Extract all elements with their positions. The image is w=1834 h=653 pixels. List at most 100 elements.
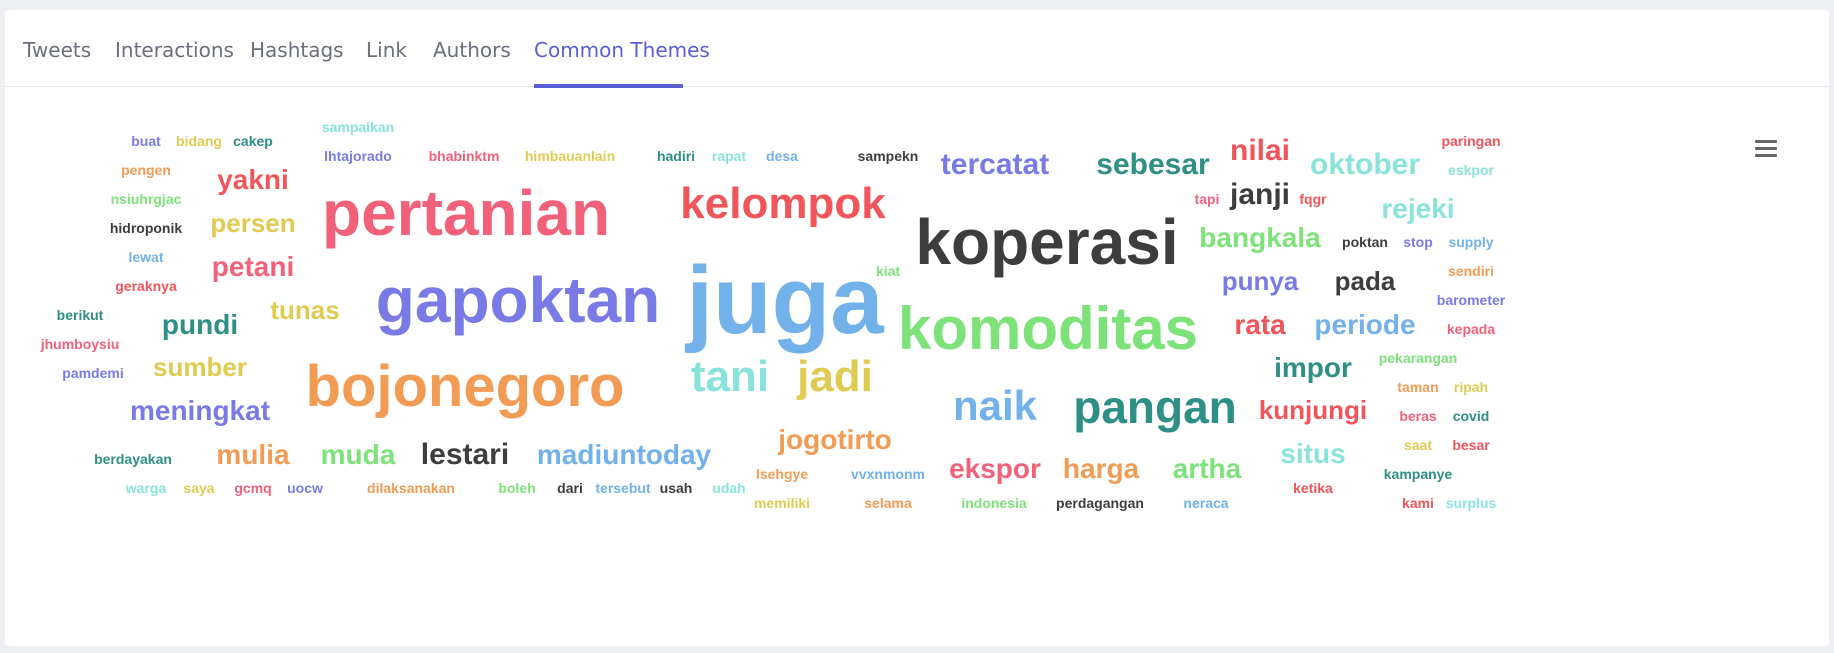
- word-boleh: boleh: [498, 480, 536, 496]
- word-nsiuhrgjac: nsiuhrgjac: [110, 191, 182, 207]
- word-bangkala: bangkala: [1199, 222, 1321, 253]
- word-pundi: pundi: [161, 309, 239, 340]
- word-lewat: lewat: [128, 249, 164, 265]
- word-dari: dari: [557, 480, 583, 496]
- word-sampekn: sampekn: [857, 148, 919, 164]
- word-pengen: pengen: [121, 162, 171, 178]
- word-dilaksanakan: dilaksanakan: [367, 480, 455, 496]
- word-ketika: ketika: [1293, 480, 1333, 496]
- common-themes-card: Tweets Interactions Hashtags Link Author…: [5, 10, 1829, 646]
- word-lsehgye: lsehgye: [755, 466, 809, 482]
- word-beras: beras: [1399, 408, 1437, 424]
- word-sampaikan: sampaikan: [321, 119, 395, 135]
- tab-tweets[interactable]: Tweets: [23, 38, 92, 62]
- word-rata: rata: [1234, 309, 1286, 340]
- word-bhabinktm: bhabinktm: [428, 148, 500, 164]
- word-indonesia: indonesia: [961, 495, 1027, 511]
- word-memiliki: memiliki: [753, 495, 811, 511]
- word-bidang: bidang: [176, 133, 222, 149]
- word-desa: desa: [766, 148, 798, 164]
- word-selama: selama: [864, 495, 912, 511]
- word-pertanian: pertanian: [321, 177, 611, 249]
- word-lestari: lestari: [420, 438, 510, 471]
- word-jogotirto: jogotirto: [778, 424, 892, 455]
- word-vvxnmonm: vvxnmonm: [851, 466, 925, 482]
- word-naik: naik: [952, 382, 1038, 429]
- word-kampanye: kampanye: [1383, 466, 1453, 482]
- hamburger-menu-icon[interactable]: [1755, 140, 1777, 160]
- word-usah: usah: [659, 480, 693, 496]
- word-persen: persen: [210, 208, 296, 238]
- word-supply: supply: [1448, 234, 1494, 250]
- word-uocw: uocw: [287, 480, 323, 496]
- word-cakep: cakep: [233, 133, 273, 149]
- word-tapi: tapi: [1194, 191, 1220, 207]
- word-barometer: barometer: [1436, 292, 1506, 308]
- word-berdayakan: berdayakan: [94, 451, 172, 467]
- word-perdagangan: perdagangan: [1056, 495, 1144, 511]
- word-sebesar: sebesar: [1096, 148, 1210, 181]
- word-eskpor: eskpor: [1448, 162, 1494, 178]
- word-hidroponik: hidroponik: [109, 220, 183, 236]
- word-periode: periode: [1314, 309, 1416, 340]
- word-juga: juga: [686, 247, 884, 354]
- word-poktan: poktan: [1342, 234, 1388, 250]
- word-mulia: mulia: [216, 439, 290, 470]
- word-punya: punya: [1221, 266, 1299, 296]
- word-tani: tani: [690, 352, 770, 401]
- word-kami: kami: [1402, 495, 1434, 511]
- word-pangan: pangan: [1073, 381, 1237, 433]
- word-ekspor: ekspor: [949, 453, 1041, 484]
- word-janji: janji: [1229, 178, 1291, 211]
- word-sumber: sumber: [153, 352, 247, 382]
- word-warga: warga: [125, 480, 167, 496]
- word-tercatat: tercatat: [940, 148, 1050, 181]
- word-kunjungi: kunjungi: [1258, 395, 1368, 425]
- word-harga: harga: [1062, 453, 1140, 484]
- word-muda: muda: [320, 439, 396, 470]
- tab-authors[interactable]: Authors: [433, 38, 511, 62]
- word-himbauanlain: himbauanlain: [524, 148, 616, 164]
- word-kiat: kiat: [875, 263, 901, 279]
- word-lhtajorado: lhtajorado: [324, 148, 392, 164]
- word-oktober: oktober: [1309, 148, 1421, 181]
- word-artha: artha: [1172, 453, 1242, 484]
- word-cloud: juga koperasi komoditas gapoktan pertanian bo…: [5, 88, 1829, 646]
- word-pada: pada: [1334, 266, 1396, 296]
- word-surplus: surplus: [1445, 495, 1497, 511]
- word-geraknya: geraknya: [115, 278, 177, 294]
- word-paringan: paringan: [1441, 133, 1501, 149]
- word-hadiri: hadiri: [656, 148, 696, 164]
- tab-link[interactable]: Link: [366, 38, 407, 62]
- word-saat: saat: [1403, 437, 1433, 453]
- word-petani: petani: [211, 251, 295, 282]
- word-pamdemi: pamdemi: [62, 365, 124, 381]
- word-gcmq: gcmq: [234, 480, 272, 496]
- word-yakni: yakni: [217, 164, 289, 195]
- word-fqgr: fqgr: [1299, 191, 1327, 207]
- tab-hashtags[interactable]: Hashtags: [250, 38, 344, 62]
- word-covid: covid: [1452, 408, 1490, 424]
- word-koperasi: koperasi: [915, 206, 1179, 278]
- word-rejeki: rejeki: [1381, 193, 1455, 224]
- word-neraca: neraca: [1183, 495, 1229, 511]
- word-nilai: nilai: [1229, 134, 1291, 167]
- word-bojonegoro: bojonegoro: [305, 354, 625, 419]
- word-buat: buat: [131, 133, 161, 149]
- word-sendiri: sendiri: [1448, 263, 1494, 279]
- word-stop: stop: [1403, 234, 1433, 250]
- word-udah: udah: [712, 480, 746, 496]
- word-jadi: jadi: [797, 352, 873, 401]
- word-kepada: kepada: [1446, 321, 1496, 337]
- word-impor: impor: [1274, 352, 1352, 383]
- word-kelompok: kelompok: [680, 179, 886, 228]
- tab-interactions[interactable]: Interactions: [115, 38, 234, 62]
- word-besar: besar: [1452, 437, 1490, 453]
- active-tab-indicator: [534, 84, 683, 88]
- word-ripah: ripah: [1453, 379, 1489, 395]
- word-taman: taman: [1397, 379, 1439, 395]
- word-jhumboysiu: jhumboysiu: [40, 336, 120, 352]
- tab-bar: Tweets Interactions Hashtags Link Author…: [5, 10, 1829, 88]
- word-gapoktan: gapoktan: [375, 264, 661, 336]
- tab-common-themes[interactable]: Common Themes: [534, 38, 710, 62]
